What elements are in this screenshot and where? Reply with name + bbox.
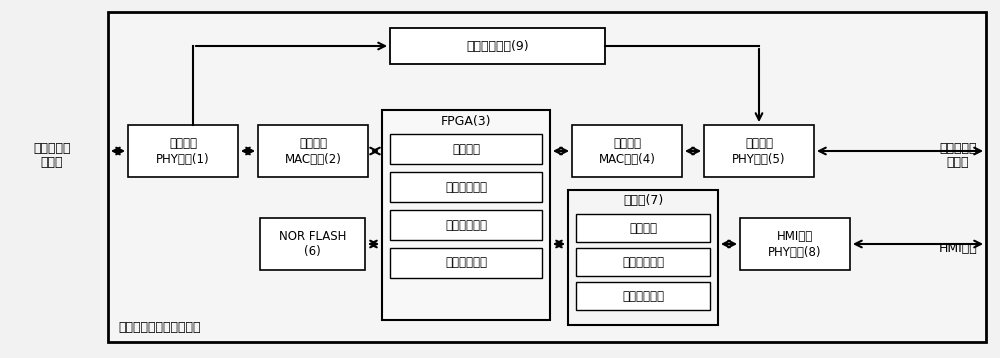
Text: 工业以太网: 工业以太网 [939,141,977,155]
Text: (6): (6) [304,246,321,258]
Bar [704,125,814,177]
Text: 分支网: 分支网 [947,155,969,169]
Text: 旁路直连模块(9): 旁路直连模块(9) [466,39,529,53]
Bar [108,12,986,342]
Text: HMI通信: HMI通信 [939,242,977,255]
Text: 工业以太网: 工业以太网 [33,141,71,155]
Bar [576,282,710,310]
Text: 智能交互: 智能交互 [629,222,657,234]
Bar [382,110,550,320]
Bar [740,218,850,270]
Text: MAC芯片(4): MAC芯片(4) [599,153,655,165]
Text: MAC芯片(2): MAC芯片(2) [285,153,341,165]
Text: 主干网: 主干网 [41,155,63,169]
Text: PHY芯片(5): PHY芯片(5) [732,153,786,165]
Text: 主干网侧: 主干网侧 [299,136,327,150]
Bar [576,214,710,242]
Text: 分支网侧: 分支网侧 [745,136,773,150]
Text: HMI配置: HMI配置 [777,229,813,242]
Bar [390,28,605,64]
Text: 端口防护: 端口防护 [452,142,480,155]
Text: PHY芯片(1): PHY芯片(1) [156,153,210,165]
Bar [390,134,542,164]
Text: FPGA(3): FPGA(3) [441,115,491,127]
Bar [128,125,238,177]
Bar [390,172,542,202]
Text: 用户数据加密: 用户数据加密 [445,256,487,270]
Bar [390,248,542,278]
Text: 工业以太网安全隔离设备: 工业以太网安全隔离设备 [118,321,200,334]
Bar [260,218,365,270]
Text: 预存关键数据: 预存关键数据 [445,218,487,232]
Text: NOR FLASH: NOR FLASH [279,229,346,242]
Text: 分支网侧: 分支网侧 [613,136,641,150]
Bar [258,125,368,177]
Text: 危险报文识别: 危险报文识别 [622,256,664,268]
Bar [572,125,682,177]
Bar [576,248,710,276]
Bar [568,190,718,325]
Bar [390,210,542,240]
Text: PHY芯片(8): PHY芯片(8) [768,246,822,258]
Text: 主干网侧: 主干网侧 [169,136,197,150]
Text: 报文深度解析: 报文深度解析 [445,180,487,194]
Text: 处理器(7): 处理器(7) [623,194,663,207]
Text: 关键信息审核: 关键信息审核 [622,290,664,303]
